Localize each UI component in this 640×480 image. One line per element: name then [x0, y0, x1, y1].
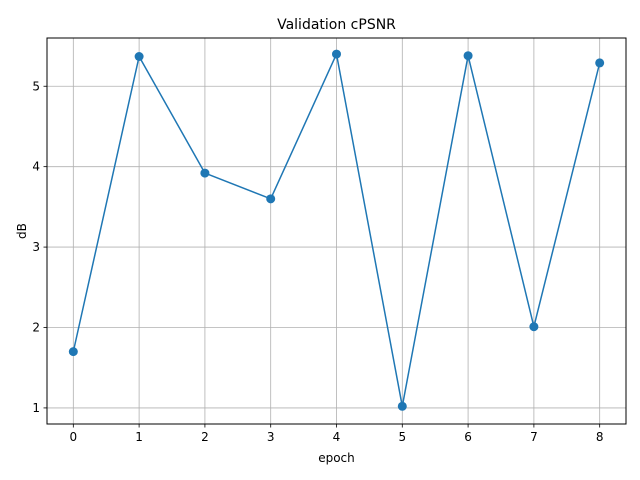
x-tick-label: 0 — [69, 430, 77, 444]
x-tick-label: 2 — [201, 430, 209, 444]
x-tick-label: 5 — [398, 430, 406, 444]
chart-title: Validation cPSNR — [277, 17, 396, 33]
y-axis-ticks: 1 2 3 4 5 — [32, 79, 47, 415]
y-axis-label: dB — [15, 223, 29, 239]
data-point — [397, 401, 407, 411]
x-axis-label: epoch — [318, 451, 355, 465]
x-axis-ticks: 0 1 2 3 4 5 6 7 8 — [69, 424, 604, 444]
x-tick-label: 4 — [333, 430, 341, 444]
data-series — [68, 49, 605, 411]
y-tick-label: 3 — [32, 240, 40, 254]
x-tick-label: 6 — [464, 430, 472, 444]
y-tick-label: 5 — [32, 79, 40, 93]
x-tick-label: 7 — [530, 430, 538, 444]
data-point — [595, 58, 605, 68]
data-point — [463, 51, 473, 61]
data-point — [134, 51, 144, 61]
y-tick-label: 4 — [32, 160, 40, 174]
x-tick-label: 3 — [267, 430, 275, 444]
x-tick-label: 1 — [135, 430, 143, 444]
y-tick-label: 1 — [32, 401, 40, 415]
x-tick-label: 8 — [596, 430, 604, 444]
data-point — [529, 322, 539, 332]
data-point — [200, 168, 210, 178]
data-point — [332, 49, 341, 59]
data-point — [266, 194, 276, 204]
y-tick-label: 2 — [32, 321, 40, 335]
data-point — [68, 347, 78, 357]
